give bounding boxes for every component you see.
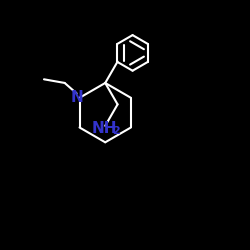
Text: N: N [70, 90, 83, 105]
Text: NH: NH [91, 121, 117, 136]
Text: 2: 2 [112, 126, 120, 136]
